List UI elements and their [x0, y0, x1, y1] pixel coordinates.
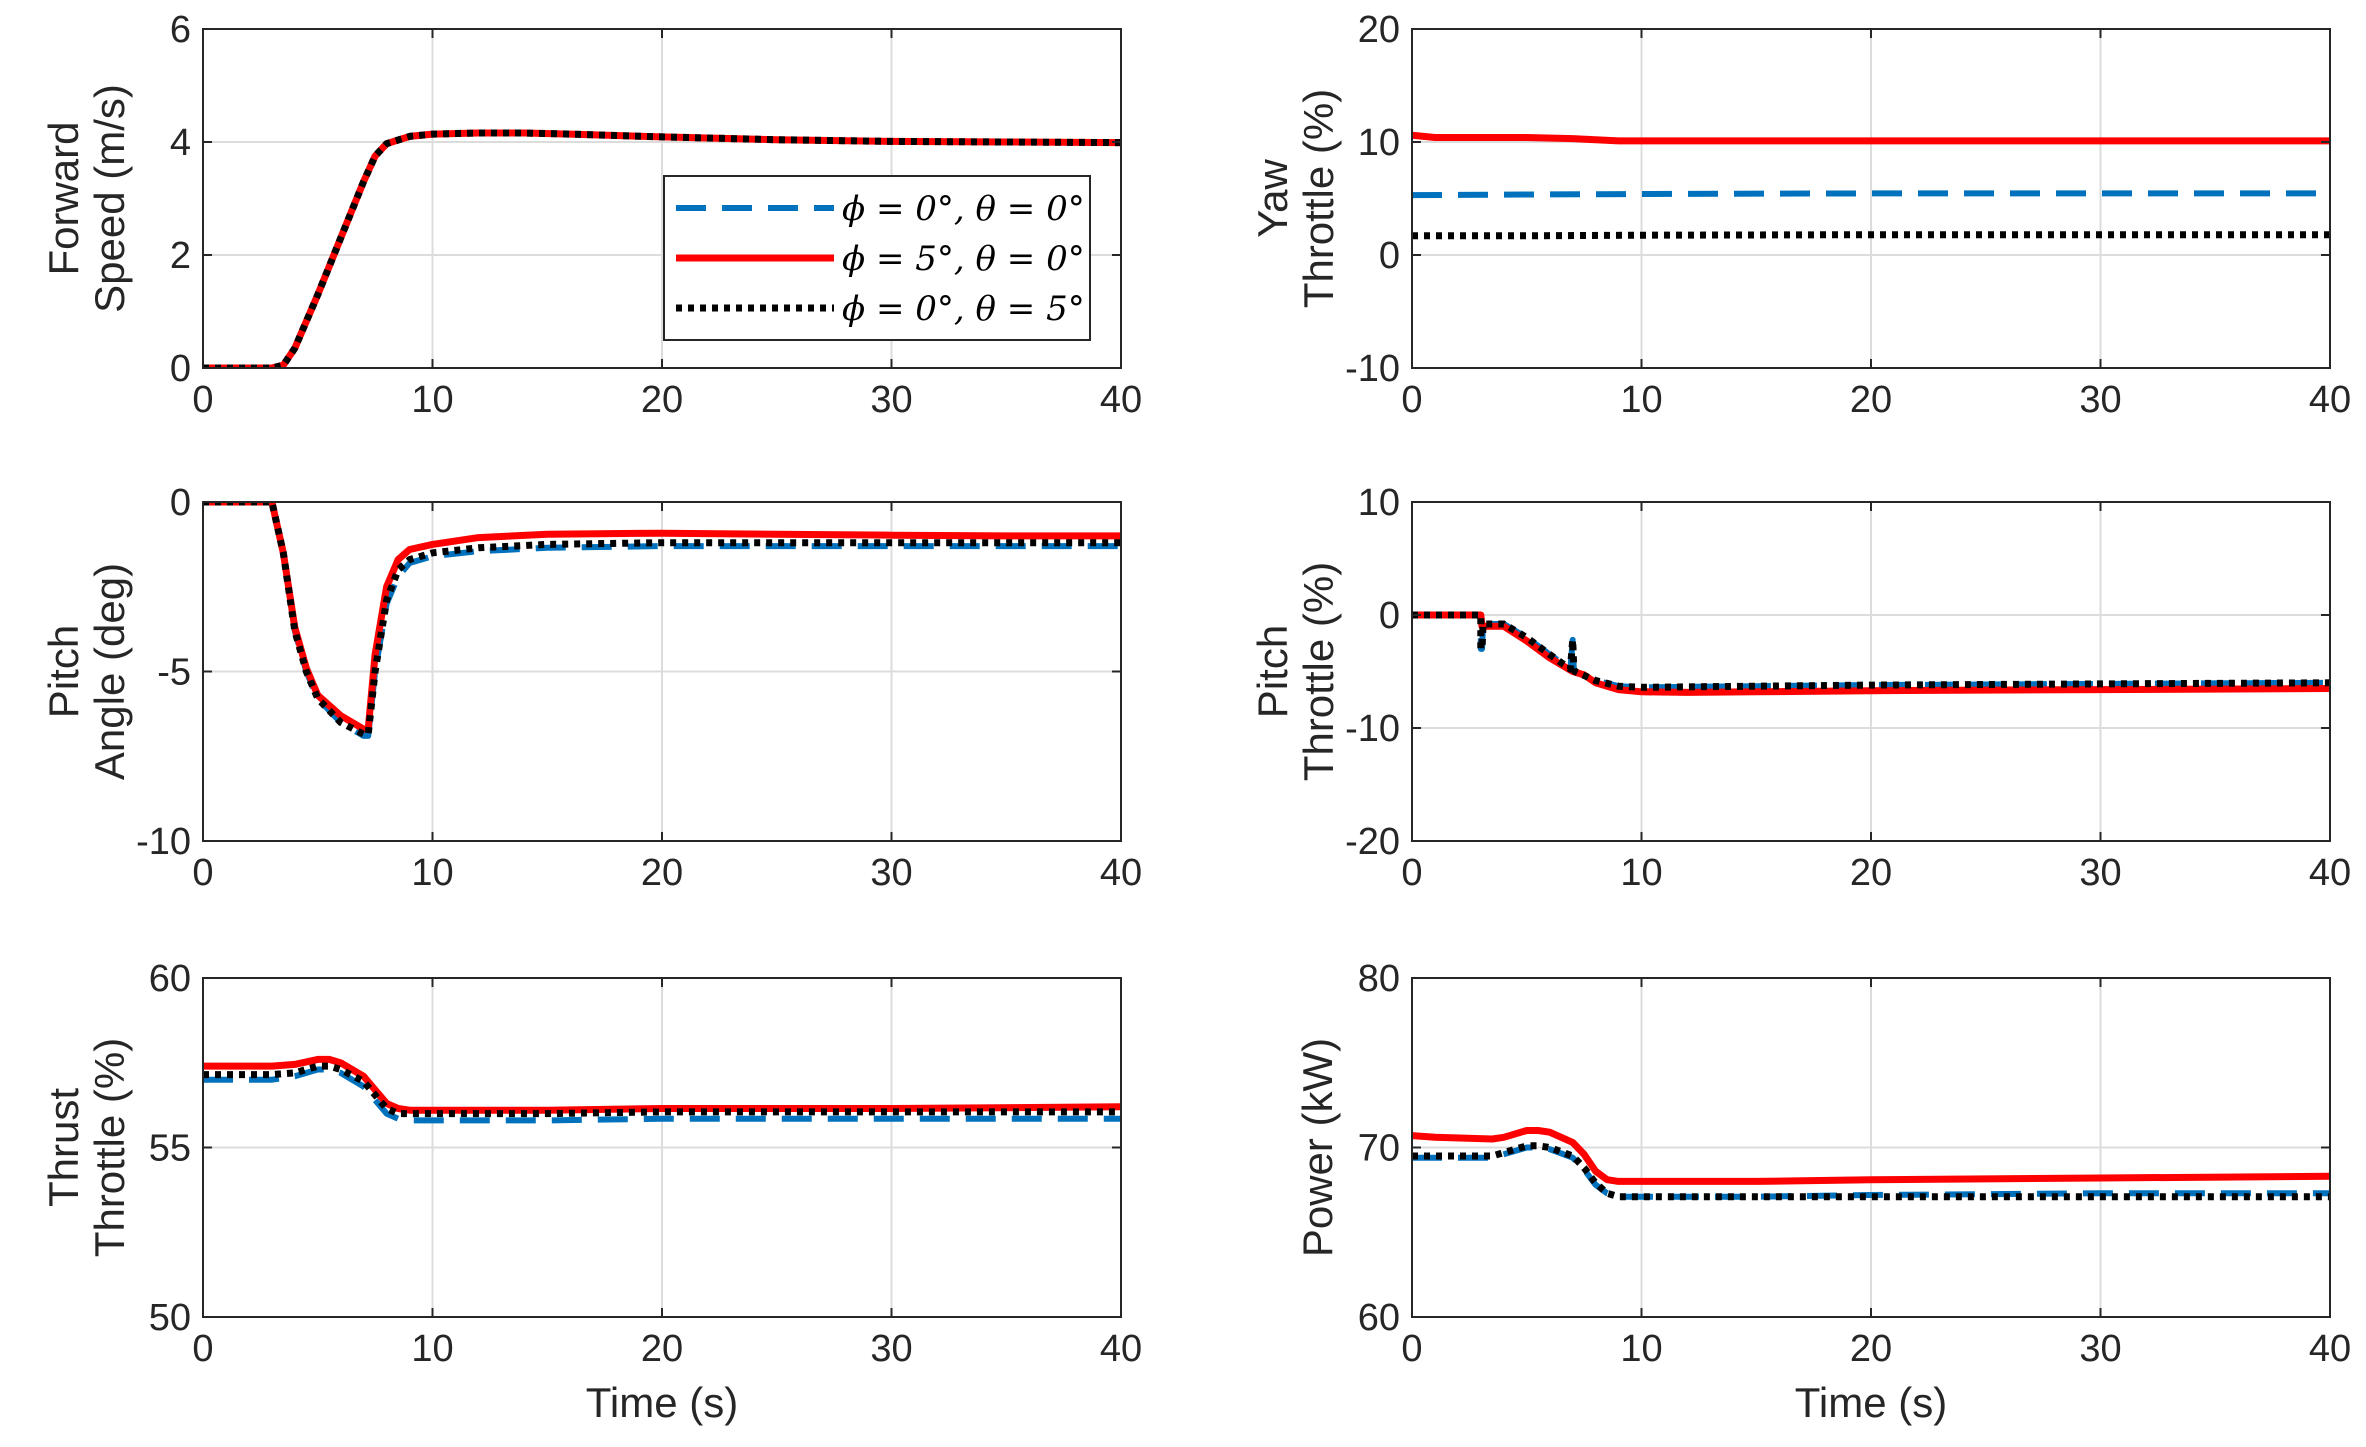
pitch-angle-y-axis-label: Angle (deg) [86, 563, 133, 780]
pitch-angle-x-tick-label: 0 [192, 852, 213, 894]
forward-speed-y-axis-label: Speed (m/s) [86, 84, 133, 313]
power-series-2-line [1412, 1127, 2330, 1185]
pitch-throttle-x-tick-label: 30 [2079, 852, 2121, 894]
forward-speed-panel: 0 10 20 30 40 0 2 4 6 Forward Speed (m/s) ϕ = 0°, θ… [40, 9, 1142, 421]
power-x-tick-label: 30 [2079, 1328, 2121, 1370]
pitch-throttle-y-tick-label: -20 [1345, 821, 1400, 863]
pitch-angle-panel: 0 10 20 30 40 -10 -5 0 Pitch Angle (deg) [40, 482, 1142, 894]
legend-entry-2: ϕ = 5°, θ = 0° [842, 239, 1085, 279]
yaw-throttle-x-tick-label: 40 [2309, 379, 2351, 421]
yaw-throttle-x-tick-label: 20 [1850, 379, 1892, 421]
power-y-tick-label: 80 [1358, 958, 1400, 1000]
pitch-throttle-y-tick-label: 0 [1379, 595, 1400, 637]
forward-speed-y-tick-label: 4 [170, 122, 191, 164]
legend: ϕ = 0°, θ = 0° ϕ = 5°, θ = 0° ϕ = 0°, θ = … [663, 175, 1091, 341]
thrust-throttle-y-tick-label: 50 [149, 1297, 191, 1339]
yaw-throttle-y-tick-label: 0 [1379, 235, 1400, 277]
yaw-throttle-x-tick-label: 10 [1620, 379, 1662, 421]
pitch-throttle-x-tick-label: 0 [1401, 852, 1422, 894]
thrust-throttle-x-tick-label: 0 [192, 1328, 213, 1370]
pitch-angle-series-2-line [203, 502, 1121, 733]
power-y-tick-label: 70 [1358, 1128, 1400, 1170]
power-y-axis-label: Power (kW) [1294, 1038, 1341, 1257]
power-panel: 0 10 20 30 40 60 70 80 Power (kW) Time (s) [1294, 958, 2351, 1426]
pitch-throttle-x-tick-label: 20 [1850, 852, 1892, 894]
thrust-throttle-x-tick-label: 30 [870, 1328, 912, 1370]
legend-entry-3: ϕ = 0°, θ = 5° [842, 289, 1085, 329]
thrust-throttle-y-tick-label: 55 [149, 1128, 191, 1170]
forward-speed-x-tick-label: 10 [411, 379, 453, 421]
power-x-tick-label: 40 [2309, 1328, 2351, 1370]
forward-speed-y-tick-label: 0 [170, 348, 191, 390]
yaw-throttle-x-tick-label: 0 [1401, 379, 1422, 421]
forward-speed-x-tick-label: 30 [870, 379, 912, 421]
pitch-angle-y-tick-label: 0 [170, 482, 191, 524]
pitch-throttle-x-tick-label: 10 [1620, 852, 1662, 894]
yaw-throttle-y-axis-label: Throttle (%) [1295, 89, 1342, 308]
power-x-tick-label: 10 [1620, 1328, 1662, 1370]
pitch-throttle-x-tick-label: 40 [2309, 852, 2351, 894]
power-series-3-line [1412, 1142, 2330, 1201]
yaw-throttle-x-tick-label: 30 [2079, 379, 2121, 421]
forward-speed-x-tick-label: 40 [1100, 379, 1142, 421]
thrust-throttle-y-axis-label: Throttle (%) [86, 1038, 133, 1257]
yaw-throttle-y-tick-label: -10 [1345, 348, 1400, 390]
yaw-throttle-y-tick-label: 10 [1358, 122, 1400, 164]
pitch-throttle-panel: 0 10 20 30 40 -20 -10 0 10 Pitch Throttle (%) [1249, 482, 2351, 894]
yaw-throttle-series-1-line [1412, 190, 2330, 199]
thrust-throttle-x-tick-label: 20 [641, 1328, 683, 1370]
pitch-throttle-y-axis-label: Throttle (%) [1295, 562, 1342, 781]
thrust-throttle-panel: 0 10 20 30 40 50 55 60 Thrust Throttle (%) Time (s… [40, 958, 1142, 1426]
pitch-angle-y-axis-label: Pitch [40, 625, 87, 718]
forward-speed-y-axis-label: Forward [40, 121, 87, 275]
forward-speed-y-tick-label: 2 [170, 235, 191, 277]
power-x-axis-label: Time (s) [1795, 1379, 1947, 1426]
pitch-angle-series-3-line [203, 502, 1121, 738]
pitch-throttle-y-axis-label: Pitch [1249, 625, 1296, 718]
yaw-throttle-series-3-line [1412, 231, 2330, 240]
pitch-throttle-y-tick-label: -10 [1345, 708, 1400, 750]
legend-entry-1: ϕ = 0°, θ = 0° [842, 189, 1085, 229]
yaw-throttle-y-axis-label: Yaw [1249, 159, 1296, 238]
pitch-angle-x-tick-label: 40 [1100, 852, 1142, 894]
forward-speed-x-tick-label: 20 [641, 379, 683, 421]
pitch-angle-x-tick-label: 10 [411, 852, 453, 894]
yaw-throttle-series-2-line [1412, 131, 2330, 145]
forward-speed-y-tick-label: 6 [170, 9, 191, 51]
thrust-throttle-x-tick-label: 10 [411, 1328, 453, 1370]
thrust-throttle-series-2-line [203, 1055, 1121, 1114]
thrust-throttle-y-axis-label: Thrust [40, 1088, 87, 1207]
yaw-throttle-y-tick-label: 20 [1358, 9, 1400, 51]
forward-speed-series-3-line [203, 129, 1121, 368]
pitch-throttle-y-tick-label: 10 [1358, 482, 1400, 524]
thrust-throttle-x-axis-label: Time (s) [586, 1379, 738, 1426]
power-x-tick-label: 0 [1401, 1328, 1422, 1370]
pitch-angle-x-tick-label: 20 [641, 852, 683, 894]
pitch-throttle-series-1-line [1412, 612, 2330, 691]
pitch-angle-y-tick-label: -5 [157, 652, 191, 694]
power-y-tick-label: 60 [1358, 1297, 1400, 1339]
forward-speed-x-tick-label: 0 [192, 379, 213, 421]
pitch-angle-y-tick-label: -10 [136, 821, 191, 863]
pitch-angle-x-tick-label: 30 [870, 852, 912, 894]
thrust-throttle-x-tick-label: 40 [1100, 1328, 1142, 1370]
thrust-throttle-y-tick-label: 60 [149, 958, 191, 1000]
power-x-tick-label: 20 [1850, 1328, 1892, 1370]
